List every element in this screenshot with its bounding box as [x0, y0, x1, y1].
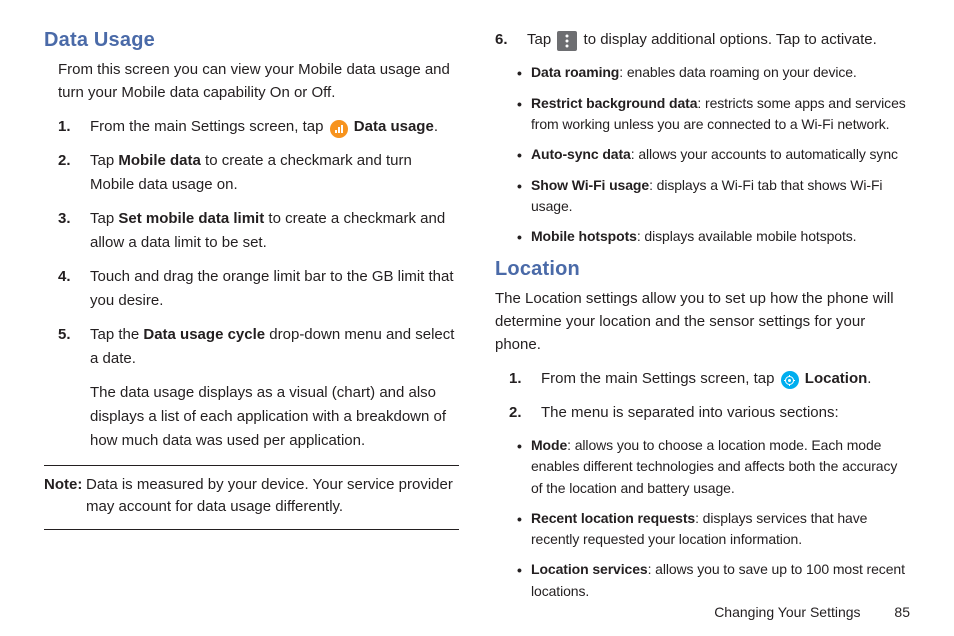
overflow-menu-icon	[557, 31, 577, 51]
step-6: 6. Tap to display additional options. Ta…	[495, 28, 910, 52]
step-number: 1.	[58, 115, 90, 139]
bullet-loc-services: •Location services: allows you to save u…	[517, 559, 910, 602]
bullet-hotspots: •Mobile hotspots: displays available mob…	[517, 226, 910, 249]
step-number: 1.	[509, 367, 541, 391]
step-number: 2.	[509, 401, 541, 425]
step-body: Touch and drag the orange limit bar to t…	[90, 265, 459, 313]
step-number: 3.	[58, 207, 90, 255]
bullet-show-wifi: •Show Wi-Fi usage: displays a Wi-Fi tab …	[517, 175, 910, 218]
chapter-title: Changing Your Settings	[714, 604, 860, 620]
step-3: 3. Tap Set mobile data limit to create a…	[58, 207, 459, 255]
step-5-continuation: The data usage displays as a visual (cha…	[90, 381, 459, 453]
location-icon	[781, 371, 799, 389]
page-footer: Changing Your Settings 85	[714, 604, 910, 620]
two-column-layout: Data Usage From this screen you can view…	[44, 28, 910, 610]
data-usage-steps: 1. From the main Settings screen, tap Da…	[58, 115, 459, 371]
note-block: Note: Data is measured by your device. Y…	[44, 465, 459, 530]
loc-step-1: 1. From the main Settings screen, tap Lo…	[509, 367, 910, 391]
page-number: 85	[894, 604, 910, 620]
step-6-bullets: •Data roaming: enables data roaming on y…	[517, 62, 910, 249]
step-number: 5.	[58, 323, 90, 371]
location-steps: 1. From the main Settings screen, tap Lo…	[509, 367, 910, 425]
step-2: 2. Tap Mobile data to create a checkmark…	[58, 149, 459, 197]
step-number: 6.	[495, 28, 527, 52]
step-body: Tap to display additional options. Tap t…	[527, 28, 910, 52]
heading-location: Location	[495, 257, 910, 281]
location-bullets: •Mode: allows you to choose a location m…	[517, 435, 910, 603]
bullet-recent-req: •Recent location requests: displays serv…	[517, 508, 910, 551]
loc-step-2: 2. The menu is separated into various se…	[509, 401, 910, 425]
step-body: Tap Set mobile data limit to create a ch…	[90, 207, 459, 255]
data-usage-steps-cont: 6. Tap to display additional options. Ta…	[495, 28, 910, 52]
right-column: 6. Tap to display additional options. Ta…	[495, 28, 910, 610]
left-column: Data Usage From this screen you can view…	[44, 28, 459, 610]
step-body: From the main Settings screen, tap Locat…	[541, 367, 910, 391]
heading-data-usage: Data Usage	[44, 28, 459, 52]
step-body: Tap the Data usage cycle drop-down menu …	[90, 323, 459, 371]
intro-location: The Location settings allow you to set u…	[495, 287, 910, 357]
bullet-restrict-bg: •Restrict background data: restricts som…	[517, 93, 910, 136]
step-4: 4. Touch and drag the orange limit bar t…	[58, 265, 459, 313]
data-usage-icon	[330, 120, 348, 138]
bullet-data-roaming: •Data roaming: enables data roaming on y…	[517, 62, 910, 85]
note-text: Data is measured by your device. Your se…	[86, 474, 459, 519]
note-label: Note:	[44, 474, 86, 519]
step-1: 1. From the main Settings screen, tap Da…	[58, 115, 459, 139]
bullet-autosync: •Auto-sync data: allows your accounts to…	[517, 144, 910, 167]
step-number: 4.	[58, 265, 90, 313]
step-body: The menu is separated into various secti…	[541, 401, 910, 425]
step-5: 5. Tap the Data usage cycle drop-down me…	[58, 323, 459, 371]
step-body: From the main Settings screen, tap Data …	[90, 115, 459, 139]
intro-data-usage: From this screen you can view your Mobil…	[58, 58, 459, 105]
bullet-mode: •Mode: allows you to choose a location m…	[517, 435, 910, 500]
step-number: 2.	[58, 149, 90, 197]
step-body: Tap Mobile data to create a checkmark an…	[90, 149, 459, 197]
